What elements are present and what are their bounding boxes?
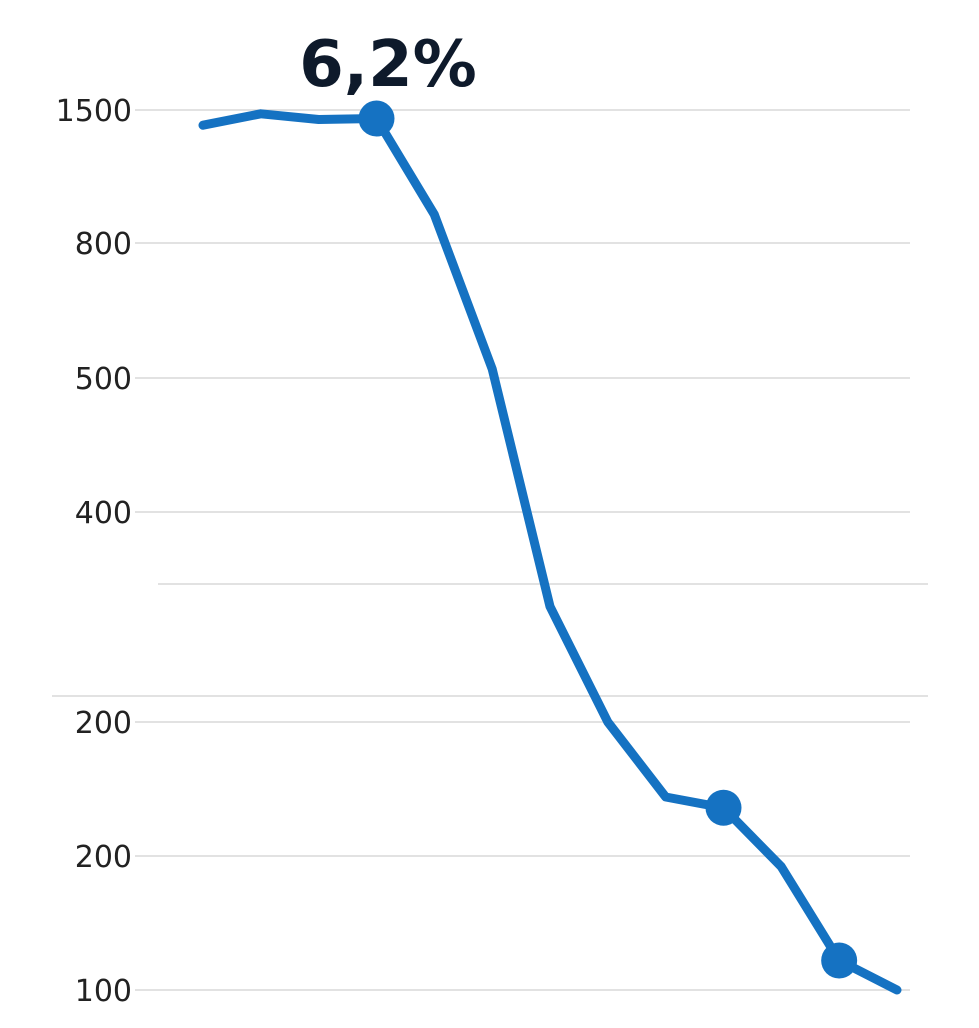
series-line-path — [198, 109, 902, 995]
y-axis-tick-labels: 1500 800 500 400 200 200 100 — [56, 94, 132, 1009]
y-tick-label: 1500 — [56, 94, 132, 129]
data-point-marker — [821, 942, 858, 979]
series-markers — [358, 100, 858, 979]
gridlines — [52, 109, 928, 991]
y-tick-label: 200 — [75, 840, 132, 875]
y-tick-label: 400 — [75, 496, 132, 531]
y-tick-label: 500 — [75, 362, 132, 397]
y-tick-label: 800 — [75, 227, 132, 262]
y-tick-label: 200 — [75, 706, 132, 741]
annotation-label: 6,2% — [299, 28, 477, 102]
data-point-marker — [705, 789, 742, 826]
series-line — [198, 109, 902, 995]
y-tick-label: 100 — [75, 974, 132, 1009]
data-point-marker — [358, 100, 395, 137]
